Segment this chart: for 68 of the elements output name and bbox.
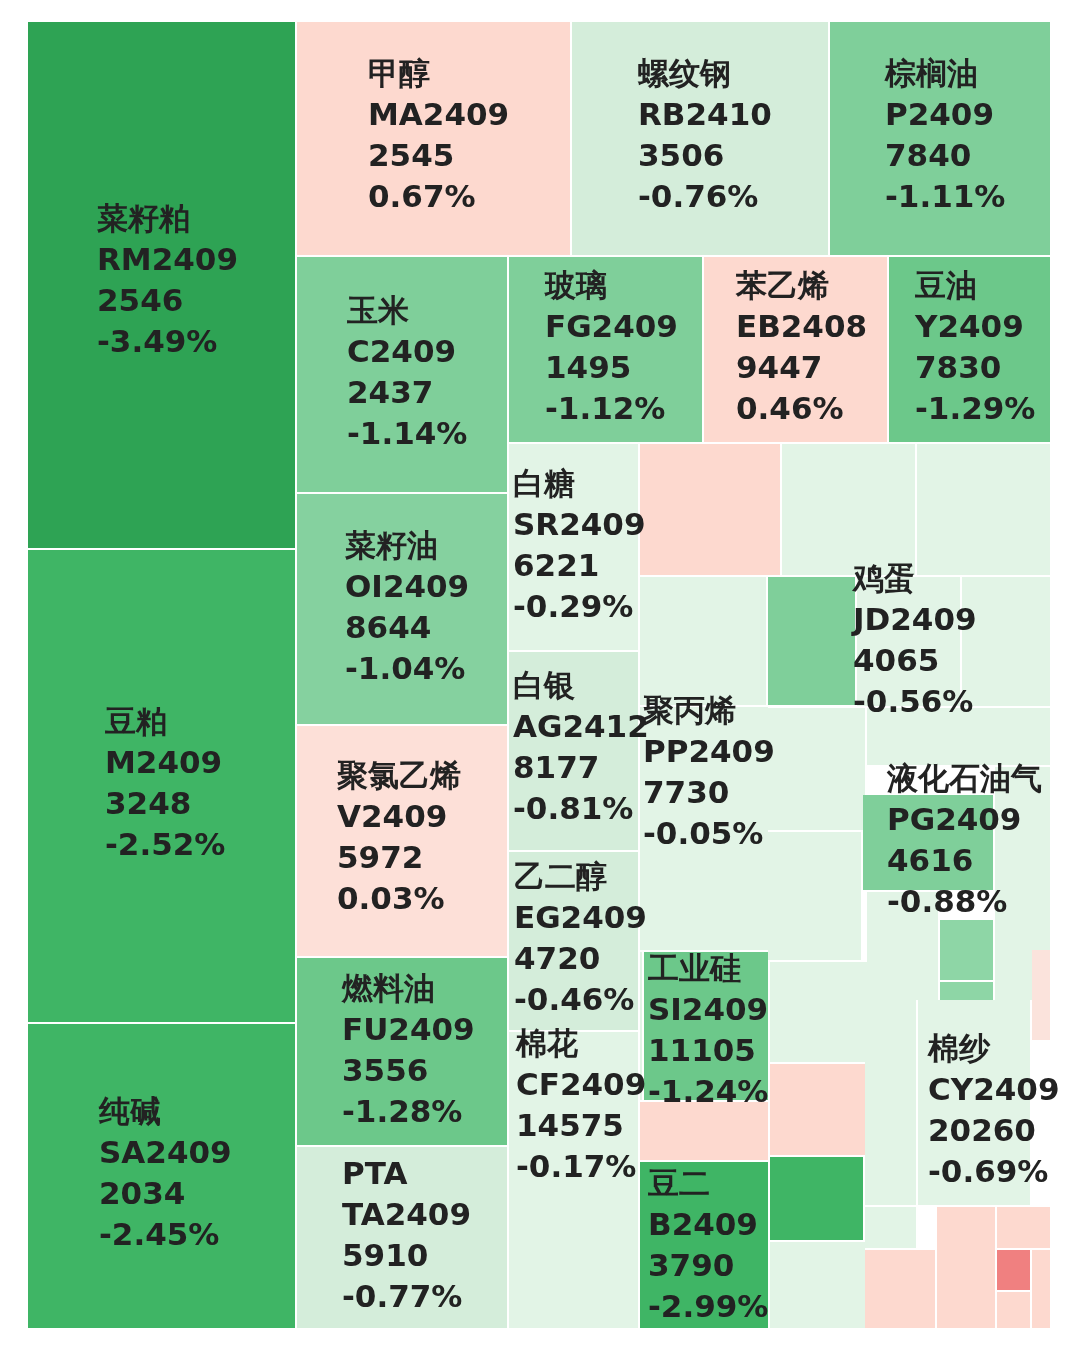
text: -0.81%: [513, 789, 634, 826]
category-label: 豆二 B2409: [647, 1164, 758, 1242]
text: -0.05%: [643, 814, 764, 851]
category-label: 白糖 SR2409: [513, 464, 646, 542]
data-label: 14575: [516, 1106, 624, 1143]
data-label: 7830: [915, 348, 1002, 385]
data-label: 2546: [97, 281, 184, 318]
data-label: 2437: [347, 373, 434, 410]
category-label: 鸡蛋 JD2409: [851, 559, 977, 637]
data-label: 3506: [638, 136, 725, 173]
data-label: 7730: [643, 773, 730, 810]
category-label: 纯碱 SA2409: [98, 1092, 232, 1170]
data-label: 3556: [342, 1051, 429, 1088]
category-label: PTA TA2409: [342, 1154, 472, 1232]
text: -0.88%: [887, 882, 1008, 919]
category-label: 豆粕 M2409: [104, 702, 223, 780]
text: 0.46%: [736, 389, 844, 426]
data-label: 4616: [887, 841, 974, 878]
text: -0.69%: [928, 1152, 1049, 1189]
data-label: 5972: [337, 838, 424, 875]
text: -3.49%: [97, 322, 218, 359]
text: -1.04%: [345, 649, 466, 686]
data-label: 4720: [514, 939, 601, 976]
data-label: 5910: [342, 1236, 429, 1273]
text: -1.11%: [885, 177, 1006, 214]
text: -1.12%: [545, 389, 666, 426]
text: -0.46%: [514, 980, 635, 1017]
category-label: 乙二醇 EG2409: [514, 857, 647, 935]
data-label: 11105: [648, 1031, 756, 1068]
text: -0.17%: [516, 1147, 637, 1184]
text: 0.03%: [337, 879, 445, 916]
text: -1.14%: [347, 414, 468, 451]
data-label: 7840: [885, 136, 972, 173]
data-label: 6221: [513, 546, 600, 583]
category-label: 菜籽油 OI2409: [344, 526, 470, 604]
category-label: 工业硅 SI2409: [647, 949, 769, 1027]
data-label: 8644: [345, 608, 432, 645]
data-label: 20260: [928, 1111, 1036, 1148]
category-label: 苯乙烯 EB2408: [735, 266, 868, 344]
text: -1.24%: [648, 1072, 769, 1109]
category-label: 甲醇 MA2409: [368, 54, 510, 132]
text: -0.76%: [638, 177, 759, 214]
category-label: 燃料油 FU2409: [341, 969, 475, 1047]
text: -2.52%: [105, 825, 226, 862]
text: -1.28%: [342, 1092, 463, 1129]
category-label: 棕榈油 P2409: [884, 54, 994, 132]
category-label: 螺纹钢 RB2410: [637, 54, 772, 132]
data-label: 3248: [105, 784, 192, 821]
text: -2.99%: [648, 1287, 769, 1324]
text: -0.77%: [342, 1277, 463, 1314]
data-label: 9447: [736, 348, 823, 385]
data-label: 2545: [368, 136, 455, 173]
category-label: 菜籽粕 RM2409: [96, 199, 238, 277]
text: -0.56%: [853, 682, 974, 719]
data-label: 3790: [648, 1246, 735, 1283]
data-label: 4065: [853, 641, 940, 678]
category-label: 玉米 C2409: [346, 291, 457, 369]
text: 0.67%: [368, 177, 476, 214]
category-label: 豆油 Y2409: [914, 266, 1024, 344]
text: -1.29%: [915, 389, 1036, 426]
text: -2.45%: [99, 1215, 220, 1252]
category-label: 棉纱 CY2409: [927, 1029, 1060, 1107]
data-label: 1495: [545, 348, 632, 385]
data-label: 2034: [99, 1174, 186, 1211]
text: -0.29%: [513, 587, 634, 624]
data-label: 8177: [513, 748, 600, 785]
category-label: 聚氯乙烯 V2409: [336, 756, 461, 834]
category-label: 玻璃 FG2409: [544, 266, 678, 344]
